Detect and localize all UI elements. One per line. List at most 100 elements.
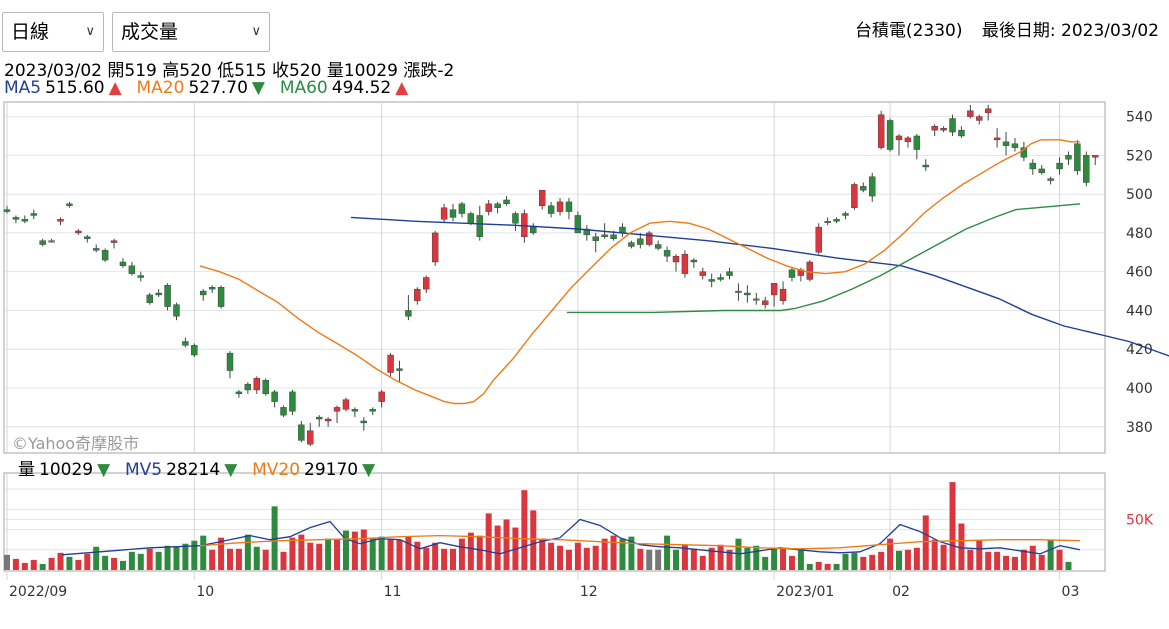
volume-bar	[182, 543, 189, 570]
candle-body	[547, 205, 555, 214]
candle-body	[1092, 155, 1099, 158]
price-tick-label: 380	[1126, 420, 1153, 436]
price-panel-frame	[3, 101, 1106, 454]
arrow-down-icon: ▼	[362, 460, 376, 480]
candle-body	[1065, 155, 1072, 160]
volume-bar	[664, 535, 671, 570]
volume-bar	[316, 543, 323, 570]
candle-body	[431, 232, 439, 263]
candle-body	[485, 203, 492, 212]
volume-bar	[753, 545, 760, 570]
mv20-label: MV20	[252, 460, 301, 480]
candle-body	[1029, 162, 1037, 170]
volume-bar	[628, 536, 635, 570]
volume-bar	[289, 537, 296, 570]
ma-legend: MA5 515.60 ▲ MA20 527.70 ▼ MA60 494.52 ▲	[4, 78, 412, 98]
price-tick-label: 540	[1126, 110, 1153, 126]
indicator-select[interactable]: 成交量 ∨	[112, 12, 270, 52]
candle-body	[886, 120, 894, 150]
volume-bar	[360, 529, 367, 570]
volume-bar	[780, 548, 787, 570]
candle-body	[110, 240, 118, 243]
mv5-label: MV5	[124, 460, 163, 480]
stock-header: 台積電(2330) 最後日期: 2023/03/02	[841, 16, 1159, 41]
ma20-label: MA20	[136, 78, 185, 98]
volume-bar	[842, 553, 849, 570]
volume-bar	[762, 556, 769, 570]
volume-bar	[1065, 561, 1072, 570]
volume-bar	[494, 525, 501, 570]
volume-bar	[521, 490, 528, 570]
volume-bar	[619, 538, 626, 570]
price-tick-label: 400	[1126, 381, 1153, 397]
volume-bar	[102, 555, 109, 570]
volume-bar	[735, 538, 742, 570]
candle-body	[860, 186, 867, 191]
candle-body	[628, 242, 635, 247]
volume-bar	[476, 535, 483, 570]
candle-body	[351, 409, 359, 412]
candle-body	[449, 209, 457, 218]
volume-bar	[878, 551, 885, 570]
volume-bar	[137, 553, 144, 570]
volume-bar	[539, 538, 546, 570]
candle-body	[619, 226, 626, 234]
volume-bar	[173, 546, 180, 570]
arrow-up-icon: ▲	[395, 78, 409, 98]
candle-body	[146, 294, 153, 303]
quote-volume: 量10029	[326, 61, 398, 81]
mv20-line	[199, 534, 1081, 550]
volume-bar	[913, 547, 920, 570]
candle-body	[895, 135, 903, 141]
price-tick-label: 420	[1126, 342, 1153, 358]
date-tick-label: 2023/01	[776, 584, 834, 600]
candle-body	[940, 128, 947, 131]
volume-bar	[673, 549, 679, 570]
volume-bar	[548, 542, 555, 570]
candle-body	[1056, 162, 1063, 170]
candle-body	[378, 391, 385, 402]
candle-body	[235, 391, 243, 395]
candle-body	[833, 219, 840, 222]
volume-bar	[93, 546, 100, 570]
candle-body	[717, 277, 724, 280]
candle-body	[565, 201, 573, 212]
period-select-value: 日線	[11, 21, 50, 43]
volume-bar	[191, 540, 198, 570]
volume-bar	[574, 542, 581, 570]
quote-low: 低515	[217, 61, 267, 81]
chevron-down-icon: ∨	[251, 24, 261, 39]
candle-body	[1011, 143, 1019, 148]
candle-body	[610, 234, 617, 239]
volume-bar	[21, 562, 28, 570]
candle-body	[262, 380, 269, 395]
volume-bar	[1011, 556, 1018, 570]
volume-bar	[815, 561, 822, 570]
volume-bar	[1047, 539, 1054, 570]
candle-body	[182, 341, 189, 346]
volume-bar	[655, 549, 662, 570]
candle-body	[333, 407, 341, 412]
candle-body	[75, 230, 82, 234]
candle-body	[137, 275, 145, 278]
candle-body	[458, 203, 466, 214]
candle-body	[360, 420, 367, 424]
candle-body	[967, 110, 974, 117]
volume-bar	[592, 545, 599, 570]
volume-bar	[726, 549, 733, 570]
volume-bar	[119, 560, 126, 570]
volume-bar	[869, 554, 876, 570]
volume-bar	[12, 558, 19, 570]
volume-bar	[396, 539, 403, 570]
candle-body	[48, 240, 55, 243]
candle-body	[217, 286, 225, 307]
candle-body	[976, 116, 983, 121]
date-tick-label: 12	[580, 584, 598, 600]
volume-bar	[164, 545, 171, 570]
candle-body	[1074, 143, 1081, 172]
candle-body	[253, 378, 260, 391]
candle-body	[494, 203, 501, 208]
period-select[interactable]: 日線 ∨	[2, 12, 104, 52]
volume-bar	[342, 530, 349, 570]
arrow-down-icon: ▼	[224, 460, 238, 480]
